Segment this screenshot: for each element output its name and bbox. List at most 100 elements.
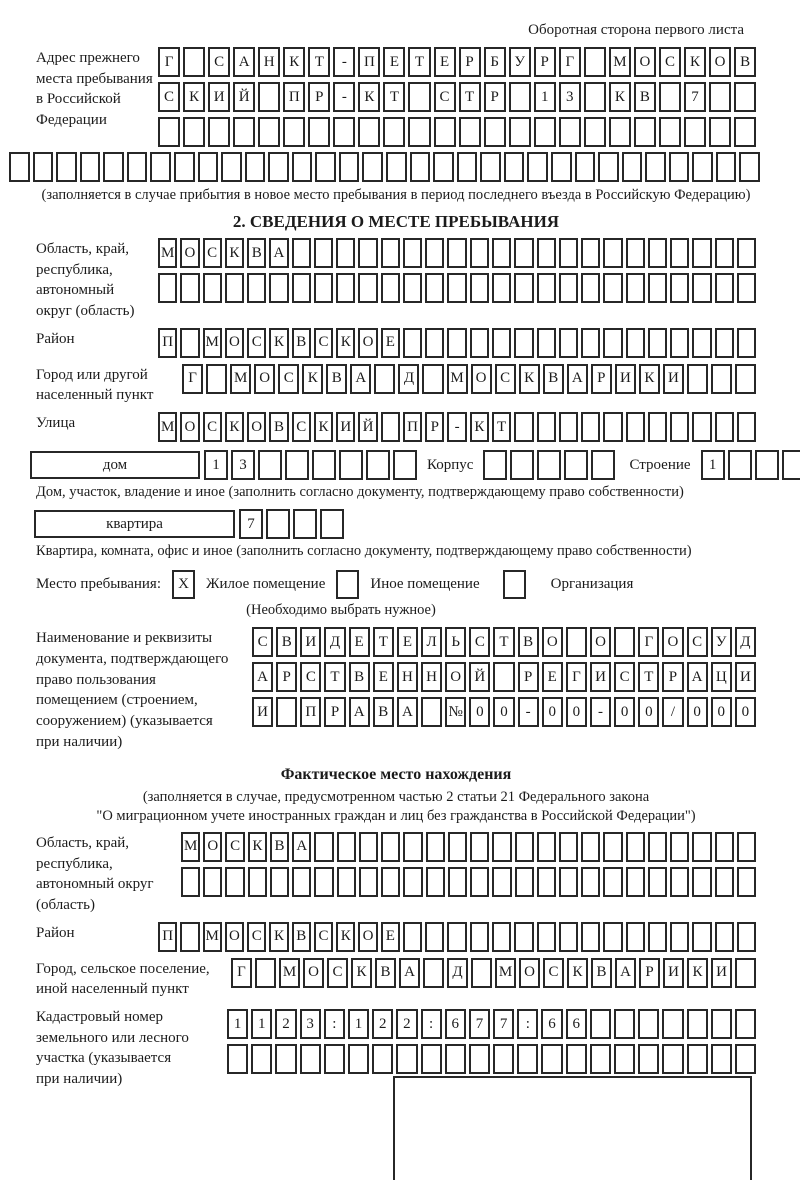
char-box: / bbox=[662, 697, 684, 728]
char-box: И bbox=[614, 363, 636, 394]
char-box bbox=[647, 273, 668, 303]
char-box bbox=[565, 627, 587, 658]
char-box bbox=[433, 117, 456, 147]
char-box: И bbox=[589, 662, 612, 693]
char-box: О bbox=[709, 47, 732, 77]
char-box: К bbox=[283, 47, 306, 77]
char-box bbox=[536, 412, 556, 443]
cadastral-label: Кадастровый номер земельного или лесного… bbox=[36, 1009, 189, 1088]
char-box: 1 bbox=[533, 82, 556, 112]
char-box bbox=[313, 273, 334, 303]
char-box: К bbox=[302, 363, 324, 394]
char-box: 0 bbox=[686, 697, 708, 728]
char-box: К bbox=[358, 82, 381, 112]
char-box bbox=[491, 327, 512, 358]
char-box bbox=[727, 450, 752, 481]
char-box: О bbox=[247, 412, 267, 443]
actual-region-section: Область, край, республика, автономный ок… bbox=[36, 831, 757, 916]
char-box: М bbox=[230, 363, 252, 394]
char-box bbox=[581, 866, 601, 897]
char-box bbox=[347, 1044, 370, 1075]
char-box: С bbox=[202, 412, 222, 443]
char-box bbox=[647, 412, 668, 443]
char-box bbox=[514, 273, 534, 303]
char-box bbox=[244, 152, 266, 182]
char-box bbox=[692, 152, 713, 182]
document-label: Наименование и реквизиты документа, подт… bbox=[36, 630, 229, 750]
house-label-box: дом bbox=[30, 451, 200, 480]
char-box bbox=[425, 866, 445, 897]
char-box bbox=[581, 412, 601, 443]
char-box bbox=[541, 1044, 563, 1075]
char-box: И bbox=[662, 363, 684, 394]
char-box bbox=[662, 1009, 684, 1040]
char-box bbox=[692, 866, 712, 897]
actual-location-note-line-1: (заполняется в случае, предусмотренном ч… bbox=[142, 789, 650, 806]
char-box bbox=[735, 957, 756, 988]
char-box bbox=[422, 363, 444, 394]
char-box bbox=[739, 152, 760, 182]
char-box bbox=[468, 1044, 491, 1075]
char-box bbox=[420, 697, 443, 728]
char-box: В bbox=[734, 47, 757, 77]
char-box: Й bbox=[469, 662, 491, 693]
char-box bbox=[470, 831, 490, 862]
char-box: П bbox=[283, 82, 306, 112]
char-box bbox=[508, 117, 531, 147]
char-box bbox=[180, 327, 200, 358]
char-box bbox=[736, 866, 757, 897]
char-box: В bbox=[591, 957, 612, 988]
char-box: К bbox=[469, 412, 489, 443]
char-box bbox=[692, 412, 712, 443]
char-box: Б bbox=[483, 47, 506, 77]
region-row-2 bbox=[158, 273, 757, 303]
char-box: П bbox=[300, 697, 322, 728]
char-box: В bbox=[326, 363, 348, 394]
district-label: Район bbox=[36, 330, 75, 347]
char-box bbox=[275, 1044, 297, 1075]
char-box bbox=[735, 363, 757, 394]
char-box: К bbox=[224, 238, 245, 268]
region-section: Область, край, республика, автономный ок… bbox=[36, 238, 757, 322]
char-box: В bbox=[375, 957, 396, 988]
char-box bbox=[603, 412, 623, 443]
char-box bbox=[581, 273, 601, 303]
char-box bbox=[383, 117, 406, 147]
char-box bbox=[366, 450, 390, 481]
char-box bbox=[670, 831, 690, 862]
char-box: В bbox=[517, 627, 539, 658]
char-box: Г bbox=[231, 957, 252, 988]
char-box bbox=[558, 238, 579, 268]
char-box: Д bbox=[324, 627, 346, 658]
char-box: 1 bbox=[347, 1009, 370, 1040]
apartment-note: Квартира, комната, офис и иное (заполнит… bbox=[36, 543, 692, 560]
char-box bbox=[537, 450, 562, 481]
char-box bbox=[314, 831, 334, 862]
char-box: С bbox=[247, 921, 267, 952]
char-box bbox=[403, 831, 423, 862]
city-label: Город или другой населенный пункт bbox=[36, 366, 154, 404]
char-box: Е bbox=[380, 921, 400, 952]
char-box bbox=[647, 327, 668, 358]
char-box: У bbox=[710, 627, 732, 658]
char-box bbox=[225, 866, 245, 897]
char-box bbox=[558, 327, 579, 358]
korpus-label: Корпус bbox=[427, 456, 474, 473]
char-box: И bbox=[663, 957, 684, 988]
char-box: Т bbox=[372, 627, 394, 658]
char-box: И bbox=[208, 82, 231, 112]
char-box: Н bbox=[258, 47, 281, 77]
char-box bbox=[402, 238, 423, 268]
house-note: Дом, участок, владение и иное (заполнить… bbox=[36, 484, 684, 501]
char-box bbox=[581, 831, 601, 862]
char-box: 0 bbox=[710, 697, 732, 728]
char-box bbox=[581, 238, 601, 268]
char-box bbox=[591, 450, 616, 481]
char-box: Р bbox=[483, 82, 506, 112]
char-box bbox=[372, 1044, 394, 1075]
char-box bbox=[251, 1044, 273, 1075]
char-box: Г bbox=[182, 363, 204, 394]
char-box: К bbox=[247, 831, 267, 862]
